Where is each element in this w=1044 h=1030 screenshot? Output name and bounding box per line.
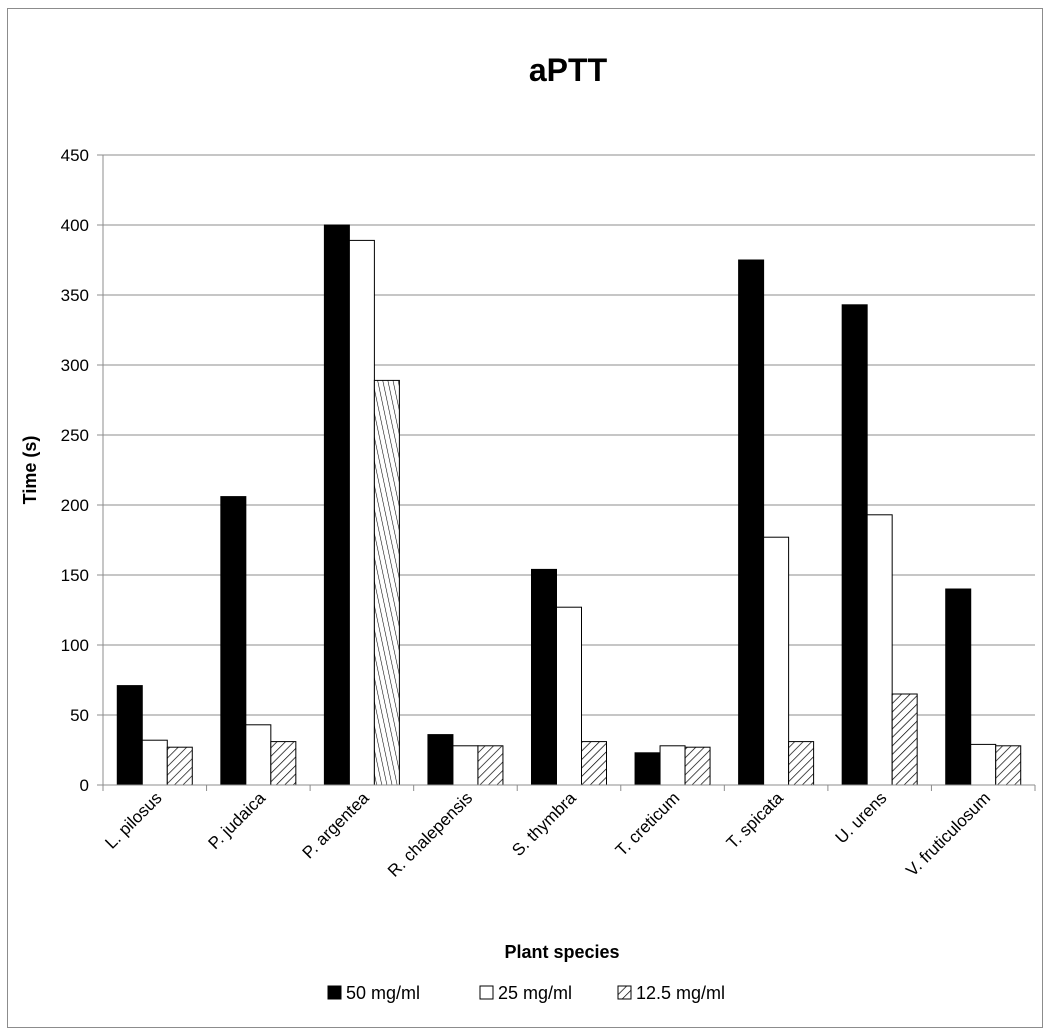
bar <box>245 724 272 786</box>
bar <box>116 685 143 786</box>
bar <box>452 745 479 786</box>
y-axis-ticks: 0 50 100 150 200 250 300 350 400 450 <box>61 146 103 795</box>
legend-swatch <box>327 985 342 1000</box>
y-tick-label: 350 <box>61 286 89 305</box>
x-tick-label: P. judaica <box>204 788 269 853</box>
x-tick-label: T. spicata <box>723 788 788 853</box>
bar <box>866 514 893 786</box>
x-tick-label: T. creticum <box>612 788 684 860</box>
legend-swatch <box>479 985 494 1000</box>
bar <box>323 224 350 786</box>
bar <box>270 741 297 786</box>
bar <box>556 606 582 786</box>
bar <box>477 745 504 786</box>
bar <box>141 739 168 786</box>
x-tick-label: P. argentea <box>299 788 373 862</box>
y-axis-title: Time (s) <box>20 436 40 505</box>
y-tick-label: 50 <box>70 706 89 725</box>
bar <box>945 588 972 786</box>
legend-label: 25 mg/ml <box>498 983 572 1003</box>
bar <box>841 304 868 786</box>
bar <box>581 741 607 786</box>
x-tick-label: U. urens <box>832 788 891 847</box>
y-tick-label: 100 <box>61 636 89 655</box>
bar <box>995 745 1022 786</box>
bar <box>970 743 997 786</box>
x-tick-label: V. fruticulosum <box>902 788 994 880</box>
bar <box>166 746 193 786</box>
bars <box>116 224 1022 786</box>
bar <box>531 568 557 786</box>
x-axis-title: Plant species <box>504 942 619 962</box>
y-tick-label: 450 <box>61 146 89 165</box>
bar <box>659 745 686 786</box>
bar <box>427 734 454 786</box>
chart-title: aPTT <box>529 52 608 88</box>
y-tick-label: 300 <box>61 356 89 375</box>
y-tick-label: 0 <box>80 776 89 795</box>
axes <box>102 155 1036 791</box>
x-tick-label: L. pilosus <box>101 788 165 852</box>
legend-label: 50 mg/ml <box>346 983 420 1003</box>
x-axis-labels: L. pilosus P. judaica P. argentea R. chalep… <box>101 788 994 881</box>
bar <box>684 746 711 786</box>
x-tick-label: S. thymbra <box>508 788 580 860</box>
y-tick-label: 250 <box>61 426 89 445</box>
legend-swatch <box>617 985 632 1000</box>
legend: 50 mg/ml 25 mg/ml 12.5 mg/ml <box>327 983 725 1003</box>
y-tick-label: 400 <box>61 216 89 235</box>
bar <box>788 741 815 786</box>
legend-label: 12.5 mg/ml <box>636 983 725 1003</box>
y-tick-label: 200 <box>61 496 89 515</box>
bar <box>738 259 765 786</box>
bar <box>634 752 661 786</box>
bar <box>348 239 375 786</box>
bar <box>373 379 400 786</box>
bar <box>763 536 790 786</box>
bar <box>891 693 918 786</box>
x-tick-label: R. chalepensis <box>384 788 476 880</box>
y-tick-label: 150 <box>61 566 89 585</box>
bar <box>220 496 247 786</box>
